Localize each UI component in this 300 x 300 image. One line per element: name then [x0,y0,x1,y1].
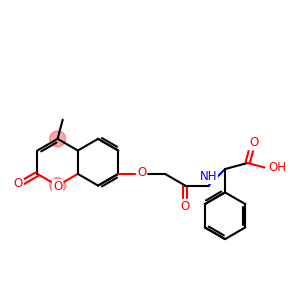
Text: OH: OH [269,161,287,174]
Text: O: O [137,166,146,179]
Text: O: O [14,177,23,190]
Text: O: O [53,180,62,193]
Text: O: O [249,136,258,149]
Text: O: O [181,200,190,213]
Text: NH: NH [200,170,217,183]
Circle shape [50,131,66,147]
Circle shape [50,178,66,194]
